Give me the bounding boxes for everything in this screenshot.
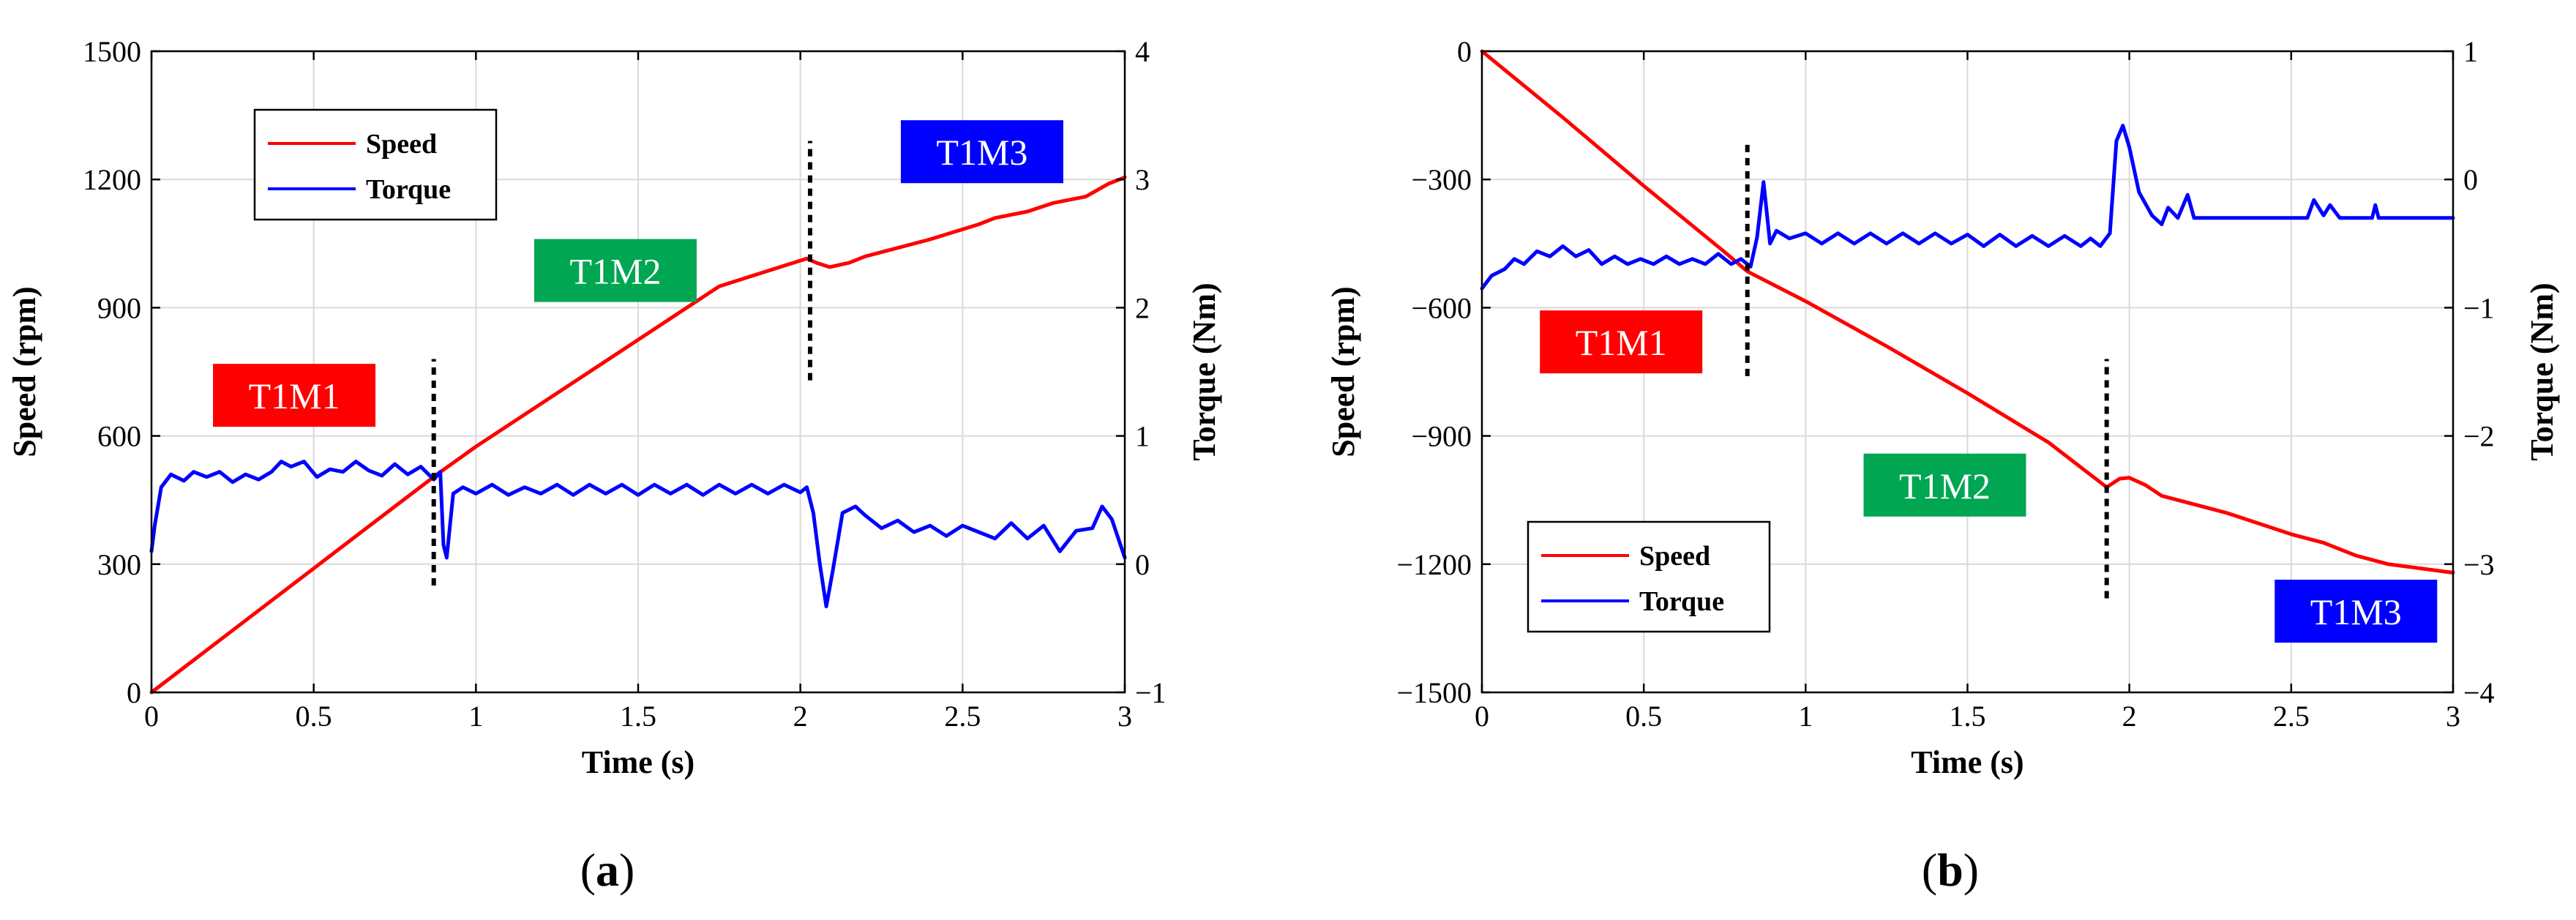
y2-tick-label: 1 — [1135, 420, 1150, 453]
y2-tick-label: 1 — [2463, 35, 2478, 68]
x-tick-label: 2 — [2122, 700, 2137, 733]
y2-tick-label: −2 — [2463, 420, 2495, 453]
panel-caption: (b) — [1922, 844, 1979, 896]
annotation-label: T1M2 — [1899, 465, 1991, 506]
y-axis-label: Speed (rpm) — [7, 286, 42, 457]
y2-tick-label: 4 — [1135, 35, 1150, 68]
annotation-box-t1m3 — [2274, 580, 2438, 643]
y-tick-label: −1200 — [1396, 548, 1472, 581]
y-tick-label: 600 — [97, 420, 141, 453]
caption-close-paren: ) — [1963, 844, 1979, 896]
y-tick-label: 1500 — [83, 35, 141, 68]
legend-label-speed: Speed — [366, 129, 437, 160]
x-tick-label: 3 — [2446, 700, 2460, 733]
series-torque-line — [1480, 124, 2455, 291]
x-tick-label: 1.5 — [1950, 700, 1986, 733]
annotation-label: T1M1 — [1576, 322, 1667, 363]
x-tick-label: 0.5 — [1625, 700, 1662, 733]
legend-label-torque: Torque — [1639, 586, 1724, 617]
annotation-box-t1m2 — [533, 239, 697, 302]
x-tick-label: 1.5 — [620, 700, 656, 733]
x-tick-label: 0 — [144, 700, 159, 733]
legend: Speed Torque — [253, 108, 498, 221]
x-tick-label: 0 — [1475, 700, 1489, 733]
legend-label-speed: Speed — [1639, 541, 1710, 572]
y2-tick-label: 0 — [1135, 548, 1150, 581]
legend: Speed Torque — [1527, 520, 1771, 633]
x-tick-label: 2.5 — [2273, 700, 2310, 733]
series-speed-line — [1480, 49, 2455, 575]
x-tick-label: 1 — [468, 700, 483, 733]
annotation-label: T1M2 — [569, 251, 661, 292]
annotation-box-t1m2 — [1863, 453, 2026, 517]
caption-open-paren: ( — [1922, 844, 1937, 896]
panel-a: 0 0.5 1 1.5 2 2.5 3 0 300 600 900 1200 1500 −1 0 1 2 3 4 Ti… — [7, 35, 1222, 896]
y-tick-label: 0 — [127, 676, 141, 709]
x-tick-label: 2 — [793, 700, 808, 733]
y-tick-label: −300 — [1411, 163, 1472, 196]
x-tick-label: 0.5 — [296, 700, 332, 733]
y2-tick-label: −1 — [1135, 676, 1167, 709]
x-tick-label: 1 — [1798, 700, 1813, 733]
x-axis-label: Time (s) — [1911, 744, 2023, 780]
annotation-box-t1m3 — [900, 120, 1063, 184]
caption-close-paren: ) — [619, 844, 634, 896]
y2-tick-label: −1 — [2463, 291, 2495, 324]
legend-box — [1527, 520, 1771, 633]
caption-letter: b — [1937, 844, 1963, 896]
panel-caption: (a) — [580, 844, 635, 896]
y-tick-label: 300 — [97, 548, 141, 581]
x-axis-label: Time (s) — [582, 744, 694, 780]
annotation-box-t1m1 — [213, 364, 376, 427]
panel-b: 0 0.5 1 1.5 2 2.5 3 −1500 −1200 −900 −600 −300 0 −4 −3… — [1325, 35, 2560, 896]
y2-tick-label: 0 — [2463, 163, 2478, 196]
y2-tick-label: 3 — [1135, 163, 1150, 196]
annotation-label: T1M1 — [249, 375, 340, 416]
y2-axis-label: Torque (Nm) — [1186, 283, 1222, 460]
annotation-label: T1M3 — [2310, 591, 2402, 632]
x-tick-label: 2.5 — [944, 700, 981, 733]
x-tick-label: 3 — [1117, 700, 1132, 733]
y-tick-label: 1200 — [83, 163, 141, 196]
legend-label-torque: Torque — [366, 174, 451, 205]
legend-box — [253, 108, 498, 221]
y-tick-label: −900 — [1411, 420, 1472, 453]
caption-letter: a — [596, 844, 619, 896]
y-tick-label: −600 — [1411, 291, 1472, 324]
y2-tick-label: −4 — [2463, 676, 2495, 709]
y2-tick-label: −3 — [2463, 548, 2495, 581]
y2-axis-label: Torque (Nm) — [2524, 283, 2560, 460]
y2-tick-label: 2 — [1135, 291, 1150, 324]
annotation-label: T1M3 — [936, 132, 1027, 173]
y-tick-label: 900 — [97, 291, 141, 324]
annotation-box-t1m1 — [1540, 310, 1703, 374]
series-speed-line — [149, 175, 1127, 695]
y-tick-label: −1500 — [1396, 676, 1472, 709]
series-torque-line — [149, 460, 1127, 609]
y-tick-label: 0 — [1457, 35, 1472, 68]
caption-open-paren: ( — [580, 844, 596, 896]
y-axis-label: Speed (rpm) — [1325, 286, 1361, 457]
